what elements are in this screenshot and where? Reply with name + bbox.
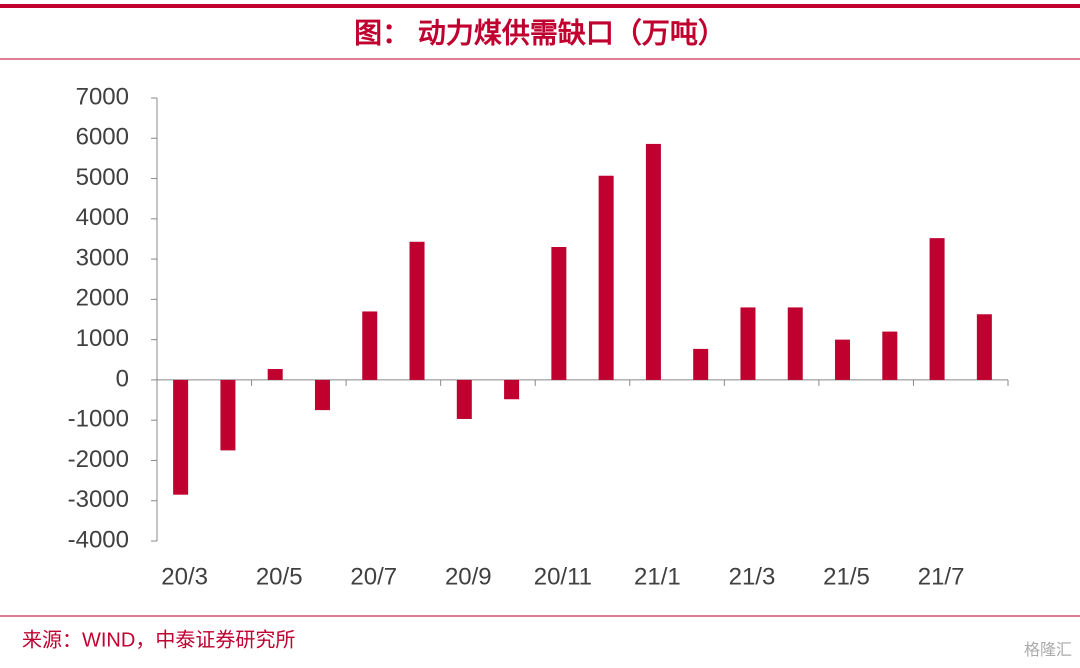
bar <box>882 331 898 380</box>
bar <box>409 241 425 380</box>
bar <box>267 369 283 380</box>
x-tick-label: 21/1 <box>634 563 681 590</box>
bar <box>456 379 472 419</box>
x-tick-label: 20/11 <box>534 563 592 590</box>
y-tick-label: -1000 <box>68 406 129 433</box>
bar <box>835 339 851 380</box>
x-tick-label: 20/5 <box>256 563 303 590</box>
bar <box>362 311 378 380</box>
bar <box>740 307 756 380</box>
watermark: 格隆汇 <box>1024 641 1072 659</box>
bar <box>314 379 330 411</box>
y-tick-label: 1000 <box>76 325 129 352</box>
y-tick-label: 3000 <box>76 244 129 271</box>
x-tick-label: 20/3 <box>161 563 208 590</box>
y-tick-label: 6000 <box>76 124 129 151</box>
bar <box>693 348 709 380</box>
bar <box>220 379 236 451</box>
bar <box>551 247 567 380</box>
y-tick-label: 5000 <box>76 164 129 191</box>
y-tick-label: 2000 <box>76 285 129 312</box>
y-tick-label: -3000 <box>68 486 129 513</box>
x-tick-label: 21/7 <box>918 563 965 590</box>
y-tick-label: -4000 <box>68 526 129 553</box>
bar <box>976 314 992 380</box>
bar <box>929 238 945 380</box>
bar <box>173 379 189 495</box>
x-tick-label: 20/9 <box>445 563 492 590</box>
bar <box>504 379 520 400</box>
y-tick-label: 4000 <box>76 204 129 231</box>
bar <box>645 143 661 380</box>
bar <box>598 175 614 380</box>
y-tick-label: 7000 <box>76 83 129 110</box>
chart-title: 图： 动力煤供需缺口（万吨） <box>354 16 726 48</box>
bar <box>787 307 803 380</box>
y-tick-label: -2000 <box>68 446 129 473</box>
y-tick-label: 0 <box>116 365 129 392</box>
x-tick-label: 20/7 <box>350 563 397 590</box>
source-note: 来源：WIND，中泰证券研究所 <box>22 628 295 651</box>
x-tick-label: 21/3 <box>729 563 776 590</box>
x-tick-label: 21/5 <box>823 563 870 590</box>
